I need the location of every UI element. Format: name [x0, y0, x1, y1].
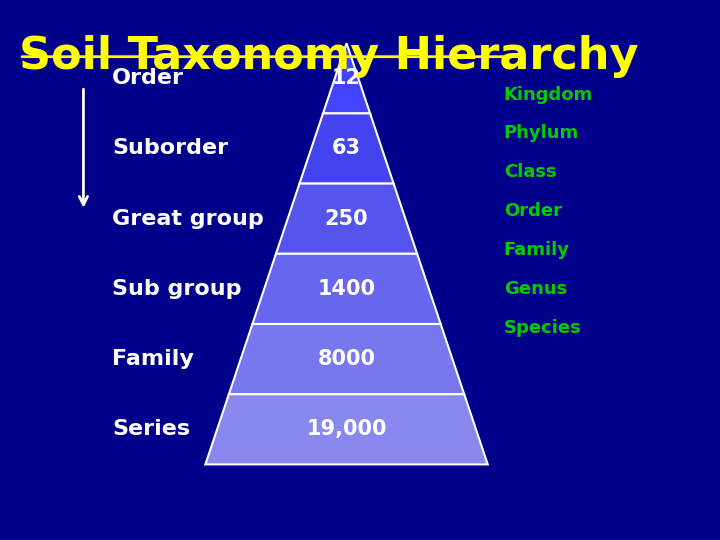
Polygon shape [300, 113, 394, 184]
Polygon shape [253, 254, 441, 324]
Text: Order: Order [112, 68, 184, 89]
Text: Sub group: Sub group [112, 279, 242, 299]
Text: Phylum: Phylum [504, 124, 579, 143]
Text: 19,000: 19,000 [306, 419, 387, 440]
Text: Genus: Genus [504, 280, 567, 298]
Polygon shape [276, 184, 417, 254]
Text: Order: Order [504, 202, 562, 220]
Text: Family: Family [504, 241, 570, 259]
Text: Family: Family [112, 349, 194, 369]
Text: 1400: 1400 [318, 279, 376, 299]
Text: Suborder: Suborder [112, 138, 228, 159]
Text: Series: Series [112, 419, 190, 440]
Text: 250: 250 [325, 208, 369, 229]
Text: 63: 63 [332, 138, 361, 159]
Text: Species: Species [504, 319, 582, 337]
Text: Great group: Great group [112, 208, 264, 229]
Text: 8000: 8000 [318, 349, 376, 369]
Text: Class: Class [504, 163, 557, 181]
Text: Kingdom: Kingdom [504, 85, 593, 104]
Text: Soil Taxonomy Hierarchy: Soil Taxonomy Hierarchy [19, 35, 639, 78]
Text: 12: 12 [332, 68, 361, 89]
Polygon shape [323, 43, 370, 113]
Polygon shape [229, 324, 464, 394]
Polygon shape [205, 394, 487, 464]
